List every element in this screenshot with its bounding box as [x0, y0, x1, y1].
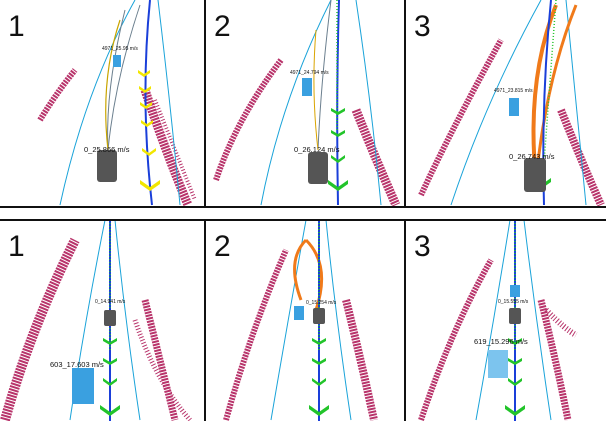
panel-number: 1 [8, 10, 25, 43]
scene-top-1 [37, 0, 197, 207]
panel-number: 1 [8, 230, 25, 263]
divider-vertical [204, 220, 206, 421]
panel-top-2: 2 4971_24.794 m/s 0_26.124 m/s [206, 0, 404, 207]
scene-bottom-3 [418, 220, 578, 421]
object-speed-label: 0_14.941 m/s [95, 299, 126, 305]
divider-vertical [404, 220, 406, 421]
ego-speed-label: 0_26.743 m/s [509, 152, 555, 161]
panel-top-3: 3 4971_23.815 m/s 0_26.743 m/s [406, 0, 606, 207]
object-speed-label: 0_15.555 m/s [498, 299, 529, 305]
panel-number: 2 [214, 230, 231, 263]
panel-bottom-2: 2 0_15.254 m/s [206, 220, 404, 421]
panel-number: 3 [414, 10, 431, 43]
panel-number: 2 [214, 10, 231, 43]
divider-top-row-bottom [0, 206, 606, 208]
object-speed-label: 619_15.296 m/s [474, 337, 528, 346]
scene-top-3 [418, 0, 605, 207]
object-speed-label: 4971_24.794 m/s [290, 70, 329, 76]
ego-speed-label: 0_26.124 m/s [294, 145, 340, 154]
divider-vertical [404, 0, 406, 207]
ego-speed-label: 0_25.866 m/s [84, 145, 130, 154]
divider-vertical [204, 0, 206, 207]
scene-bottom-1 [0, 220, 192, 421]
panel-bottom-1: 1 0_14.941 m/s 603_17.603 m/s [0, 220, 204, 421]
object-speed-label: 4971_23.815 m/s [494, 88, 533, 94]
panel-bottom-3: 3 0_15.555 m/s 619_15.296 m/s [406, 220, 606, 421]
object-speed-label: 0_15.254 m/s [306, 300, 337, 306]
panel-number: 3 [414, 230, 431, 263]
object-speed-label: 603_17.603 m/s [50, 360, 104, 369]
divider-bottom-row-top [0, 219, 606, 221]
panel-top-1: 1 4971_25.95 m/s 0_25.866 m/s [0, 0, 204, 207]
scene-top-2 [213, 0, 401, 207]
object-speed-label: 4971_25.95 m/s [102, 46, 138, 52]
scene-bottom-2 [223, 220, 378, 421]
